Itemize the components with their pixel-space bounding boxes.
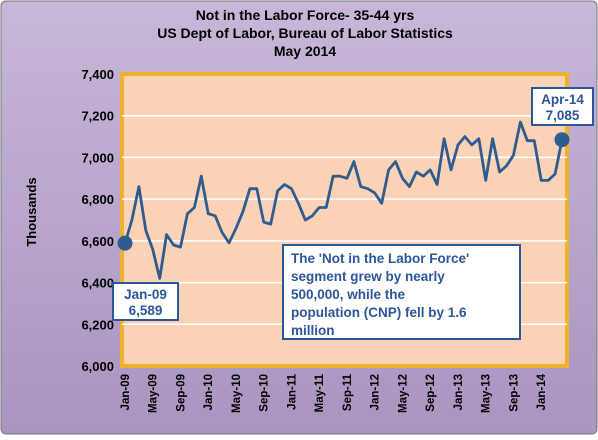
note-box: The 'Not in the Labor Force' segment gre… xyxy=(282,244,521,340)
x-tick-label: Jan-10 xyxy=(203,374,215,410)
x-tick-label: May-10 xyxy=(231,374,243,413)
chart-title-line-3: May 2014 xyxy=(274,43,336,59)
y-axis-label: Thousands xyxy=(24,177,39,246)
y-tick-label: 6,400 xyxy=(81,276,114,291)
point-end xyxy=(554,132,570,148)
chart-title-line-2: US Dept of Labor, Bureau of Labor Statis… xyxy=(157,25,453,41)
series-group xyxy=(117,120,570,280)
callout-end-box xyxy=(531,87,594,126)
note-line-5: million xyxy=(291,323,335,338)
callout-end: Apr-14 7,085 xyxy=(531,87,594,126)
callout-start-value: 6,589 xyxy=(129,303,163,318)
note-line-2: segment grew by nearly xyxy=(291,269,445,284)
note-line-3: 500,000, while the xyxy=(291,287,406,302)
x-tick-label: Sep-11 xyxy=(342,373,354,411)
x-tick-label: Jan-09 xyxy=(120,374,132,410)
x-tick-label: Sep-13 xyxy=(508,374,520,412)
x-tick-label: May-12 xyxy=(397,374,409,413)
x-tick-label: Sep-09 xyxy=(175,374,187,412)
y-tick-label: 7,200 xyxy=(81,109,114,124)
x-tick-label: May-13 xyxy=(481,374,493,413)
chart-title-line-1: Not in the Labor Force- 35-44 yrs xyxy=(196,7,415,23)
x-tick-label: May-09 xyxy=(148,374,160,413)
y-tick-label: 6,200 xyxy=(81,317,114,332)
x-tick-label: Jan-11 xyxy=(286,373,298,409)
y-tick-label: 7,000 xyxy=(81,150,114,165)
x-tick-label: Jan-13 xyxy=(453,374,465,410)
x-axis-ticks: Jan-09 May-09 Sep-09 Jan-10 May-10 Sep-10 Jan-… xyxy=(120,373,548,413)
x-tick-label: Sep-10 xyxy=(259,374,271,412)
y-tick-label: 6,000 xyxy=(81,359,114,374)
x-tick-label: Jan-14 xyxy=(536,373,548,410)
callout-end-value: 7,085 xyxy=(546,108,580,123)
callout-start-label: Jan-09 xyxy=(124,287,167,302)
y-tick-label: 6,800 xyxy=(81,192,114,207)
callout-start-box xyxy=(112,282,179,321)
note-line-1: The 'Not in the Labor Force' xyxy=(291,251,469,266)
y-axis-ticks: 6,000 6,200 6,400 6,600 6,800 7,000 7,200 7,400 xyxy=(81,67,114,374)
y-tick-label: 7,400 xyxy=(81,67,114,82)
note-box-frame xyxy=(282,244,521,340)
x-tick-label: Jan-12 xyxy=(370,374,382,410)
x-tick-label: May-11 xyxy=(314,373,326,412)
x-tick-label: Sep-12 xyxy=(425,374,437,412)
y-tick-label: 6,600 xyxy=(81,234,114,249)
callout-end-label: Apr-14 xyxy=(541,92,584,107)
series-line xyxy=(123,120,564,280)
note-line-4: population (CNP) fell by 1.6 xyxy=(291,305,467,320)
point-start xyxy=(117,235,133,251)
callout-start: Jan-09 6,589 xyxy=(112,282,179,321)
